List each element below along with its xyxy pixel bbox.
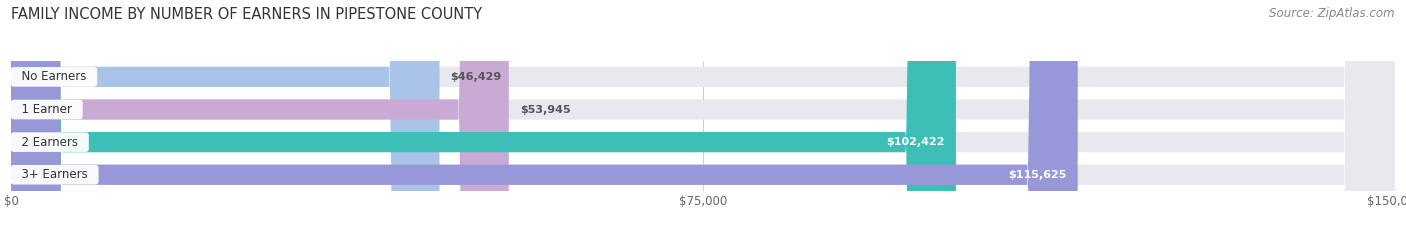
Text: 2 Earners: 2 Earners (14, 136, 86, 149)
Text: $46,429: $46,429 (450, 72, 502, 82)
FancyBboxPatch shape (11, 0, 1395, 233)
Text: $102,422: $102,422 (886, 137, 945, 147)
FancyBboxPatch shape (11, 0, 1395, 233)
Text: FAMILY INCOME BY NUMBER OF EARNERS IN PIPESTONE COUNTY: FAMILY INCOME BY NUMBER OF EARNERS IN PI… (11, 7, 482, 22)
Text: 1 Earner: 1 Earner (14, 103, 79, 116)
Text: $115,625: $115,625 (1008, 170, 1067, 180)
FancyBboxPatch shape (11, 0, 1395, 233)
FancyBboxPatch shape (11, 0, 509, 233)
Text: Source: ZipAtlas.com: Source: ZipAtlas.com (1270, 7, 1395, 20)
FancyBboxPatch shape (11, 0, 440, 233)
FancyBboxPatch shape (11, 0, 1395, 233)
FancyBboxPatch shape (11, 0, 956, 233)
Text: $53,945: $53,945 (520, 105, 571, 114)
Text: No Earners: No Earners (14, 70, 94, 83)
Text: 3+ Earners: 3+ Earners (14, 168, 96, 181)
FancyBboxPatch shape (11, 0, 1078, 233)
